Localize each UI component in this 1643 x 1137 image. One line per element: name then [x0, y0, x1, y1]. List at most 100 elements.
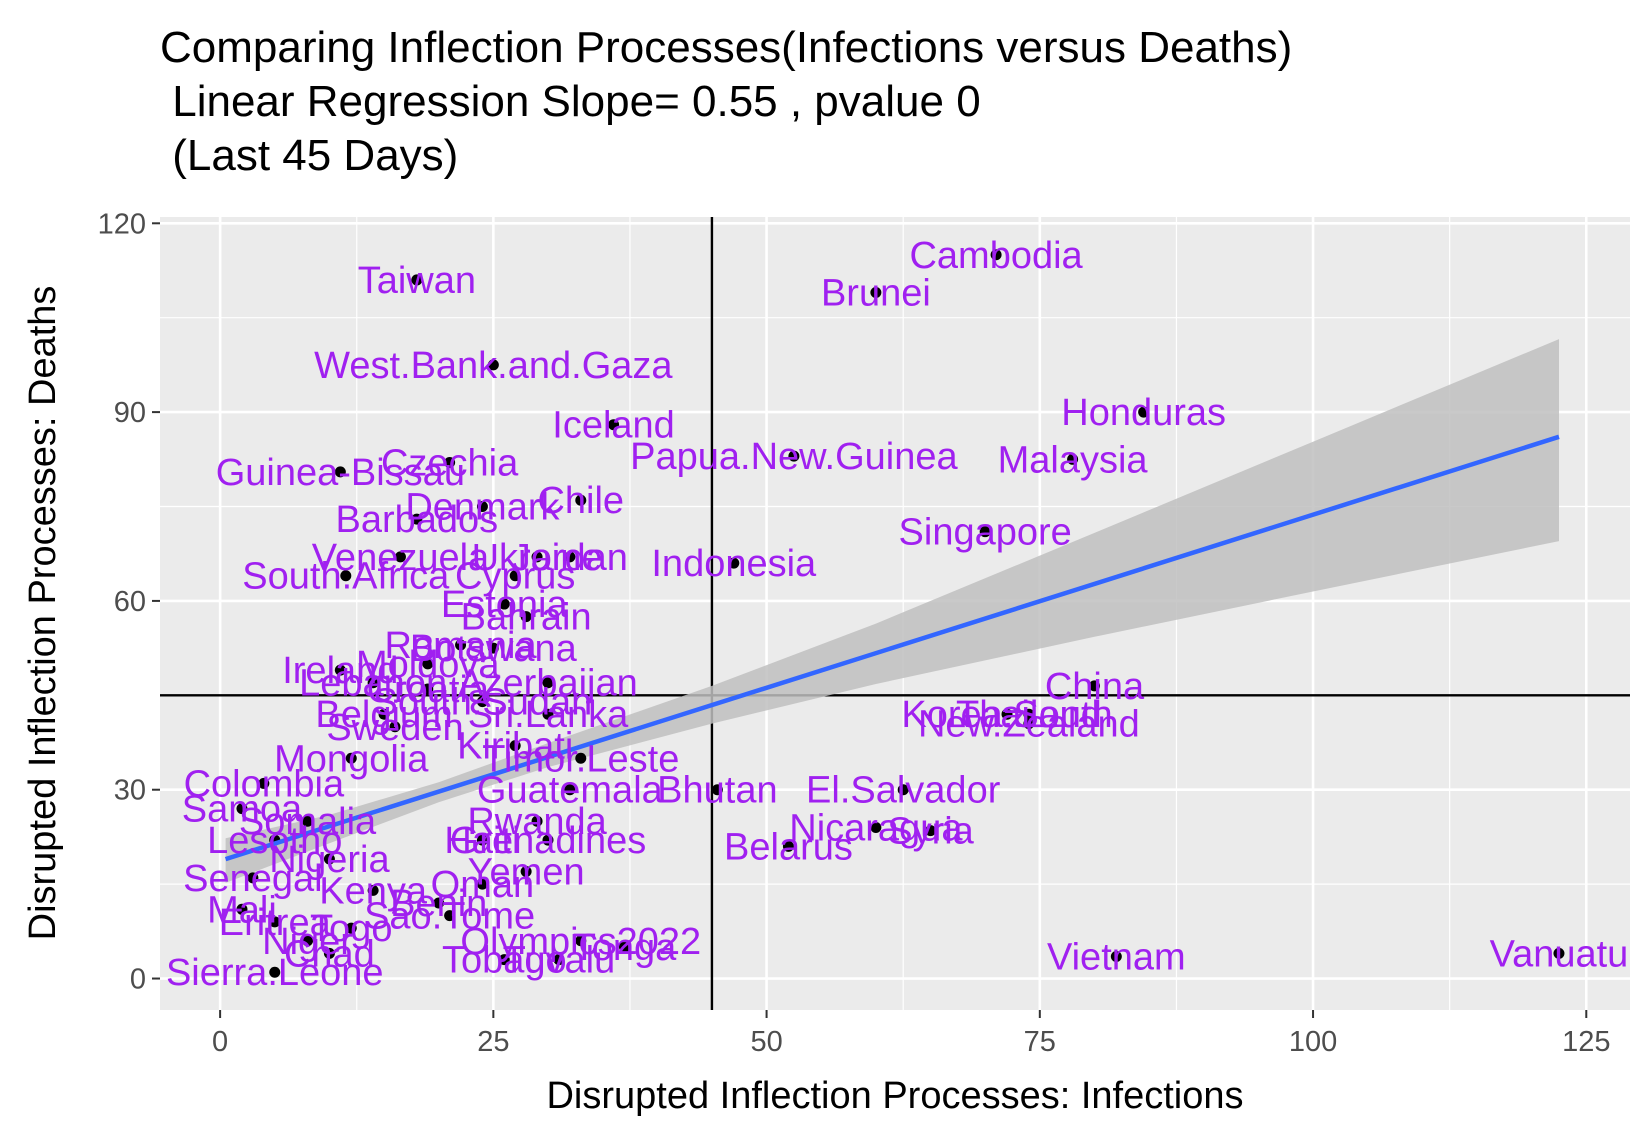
country-label: Togo	[310, 908, 392, 950]
y-axis-title: Disrupted Inflection Processes: Deaths	[22, 286, 64, 941]
data-point	[1110, 951, 1122, 963]
data-point	[711, 784, 723, 796]
x-tick-label: 100	[1289, 1026, 1337, 1058]
data-point	[345, 752, 357, 764]
country-label: Guatemala	[477, 770, 664, 812]
y-tick-label: 90	[114, 397, 146, 429]
country-label: Moldova	[356, 644, 500, 686]
country-label: Haiti	[444, 820, 520, 862]
data-point	[411, 513, 423, 525]
country-label: Olympics2022	[460, 921, 701, 963]
data-point	[389, 721, 401, 733]
data-point	[1023, 718, 1035, 730]
country-label: West.Bank.and.Gaza	[314, 345, 673, 387]
data-point	[247, 872, 259, 884]
country-label: New.Zealand	[918, 704, 1140, 746]
country-label: Ireland	[282, 650, 398, 692]
y-tick-label: 60	[114, 586, 146, 618]
x-tick-label: 125	[1562, 1026, 1610, 1058]
data-point	[575, 935, 587, 947]
data-point	[1023, 708, 1035, 720]
country-label: Venezuela	[312, 537, 490, 579]
data-point	[509, 740, 521, 752]
country-label: Barbados	[336, 499, 499, 541]
axes: 0 25 50 75 100 125 0 30 60 90 120	[98, 208, 1611, 1058]
country-label: Mali	[207, 889, 277, 931]
country-label: Syria	[887, 811, 974, 853]
country-label: Benin	[390, 883, 487, 925]
data-point	[788, 450, 800, 462]
country-label: Jordan	[512, 537, 628, 579]
country-label: Botswana	[410, 628, 578, 670]
country-label: Singapore	[899, 512, 1072, 554]
data-point	[728, 557, 740, 569]
country-label: Iceland	[552, 405, 675, 447]
data-point	[302, 815, 314, 827]
country-label: Papua.New.Guinea	[630, 436, 958, 478]
data-point	[367, 884, 379, 896]
country-label: Thailand	[956, 694, 1102, 736]
x-tick-label: 75	[1024, 1026, 1056, 1058]
country-label: Timor.Leste	[482, 738, 679, 780]
country-label: Rwanda	[467, 801, 607, 843]
data-point	[323, 853, 335, 865]
country-label: Cambodia	[909, 235, 1083, 277]
data-point	[302, 935, 314, 947]
data-point	[870, 821, 882, 833]
data-point	[269, 966, 281, 978]
country-label: South.Sudan	[373, 682, 593, 724]
plot-panel	[160, 217, 1630, 1010]
data-point	[618, 941, 630, 953]
country-label: Nicaragua	[789, 807, 963, 849]
country-label: Korea.South	[901, 694, 1112, 736]
data-point	[269, 916, 281, 928]
data-point	[455, 639, 467, 651]
chart-title: Comparing Inflection Processes(Infection…	[160, 23, 1292, 72]
chart-subtitle-1: Linear Regression Slope= 0.55 , pvalue 0	[160, 77, 981, 126]
country-label: Brunei	[821, 273, 931, 315]
data-point	[553, 954, 565, 966]
country-label: Niger	[262, 921, 353, 963]
data-point	[542, 834, 554, 846]
country-label: Lesotho	[207, 820, 342, 862]
country-label: Honduras	[1061, 392, 1226, 434]
data-point	[979, 526, 991, 538]
country-label: El.Salvador	[806, 770, 1001, 812]
data-point	[334, 664, 346, 676]
country-label: Tonga	[573, 927, 677, 969]
country-label: Lebanon	[299, 663, 447, 705]
regression-fit-line	[224, 434, 1560, 862]
country-label: Croatia	[367, 669, 490, 711]
country-label: Kenya	[319, 870, 428, 912]
country-label: Sierra.Leone	[166, 952, 384, 994]
data-point	[542, 677, 554, 689]
country-label: Yemen	[468, 852, 585, 894]
country-label: Eritrea	[219, 902, 332, 944]
country-label: South.Africa	[242, 556, 450, 598]
data-point	[520, 866, 532, 878]
data-point	[498, 954, 510, 966]
x-tick-label: 25	[477, 1026, 509, 1058]
data-point	[487, 359, 499, 371]
x-axis-title: Disrupted Inflection Processes: Infectio…	[546, 1075, 1243, 1117]
data-point	[520, 611, 532, 623]
y-tick-label: 120	[98, 208, 146, 240]
data-point	[340, 570, 352, 582]
country-label: Bahrain	[461, 597, 592, 639]
x-tick-label: 50	[750, 1026, 782, 1058]
country-label: Mongolia	[274, 738, 429, 780]
data-point	[925, 825, 937, 837]
country-label: Guinea-Bissau	[216, 452, 465, 494]
data-point	[542, 708, 554, 720]
country-label: Taiwan	[358, 260, 476, 302]
data-point	[411, 274, 423, 286]
data-point	[608, 419, 620, 431]
data-point	[1553, 947, 1565, 959]
data-point	[531, 551, 543, 563]
reference-lines	[160, 217, 1630, 1010]
data-point	[394, 551, 406, 563]
country-label: Vanuatu	[1490, 933, 1629, 975]
confidence-band-area	[225, 339, 1560, 883]
